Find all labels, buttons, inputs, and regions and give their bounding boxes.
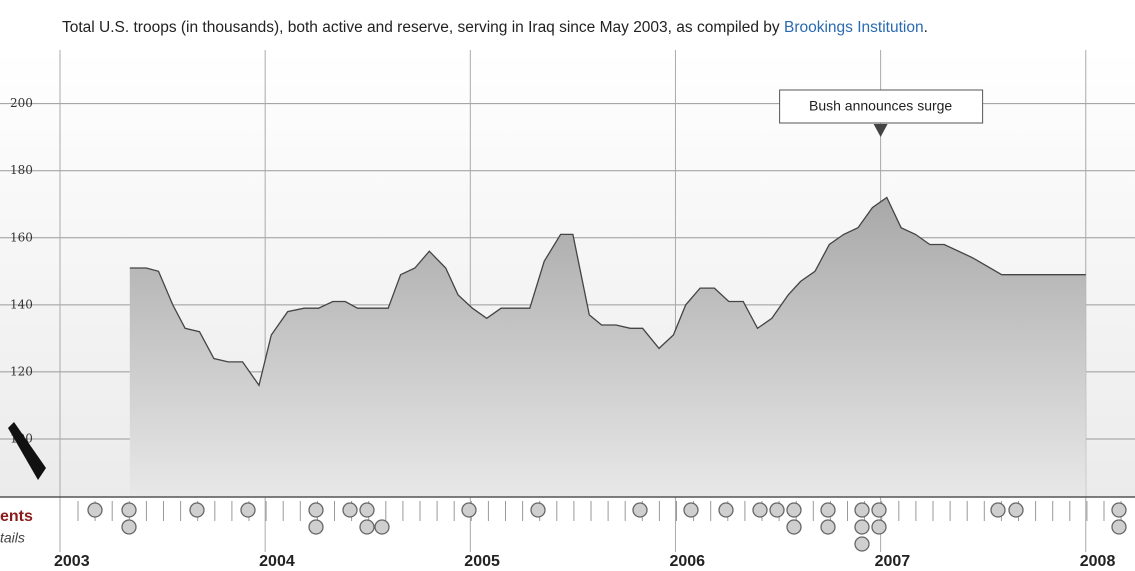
event-marker[interactable] xyxy=(854,536,870,552)
x-tick-label: 2007 xyxy=(875,553,911,570)
event-marker[interactable] xyxy=(786,519,802,535)
x-tick-label: 2004 xyxy=(259,553,295,570)
event-marker[interactable] xyxy=(461,502,477,518)
event-marker[interactable] xyxy=(769,502,785,518)
event-marker[interactable] xyxy=(632,502,648,518)
x-tick-label: 2003 xyxy=(54,553,90,570)
x-tick-label: 2005 xyxy=(464,553,500,570)
event-marker[interactable] xyxy=(1111,519,1127,535)
event-marker[interactable] xyxy=(308,519,324,535)
event-marker[interactable] xyxy=(240,502,256,518)
y-tick-label: 160 xyxy=(10,230,33,244)
event-marker[interactable] xyxy=(1111,502,1127,518)
event-marker[interactable] xyxy=(820,519,836,535)
event-marker[interactable] xyxy=(752,502,768,518)
events-strip xyxy=(77,501,1127,552)
event-marker[interactable] xyxy=(87,502,103,518)
annotation-pointer xyxy=(873,124,888,137)
event-marker[interactable] xyxy=(121,519,137,535)
y-tick-label: 120 xyxy=(10,364,33,378)
event-marker[interactable] xyxy=(359,519,375,535)
event-marker[interactable] xyxy=(854,519,870,535)
annotation-text: Bush announces surge xyxy=(809,98,952,114)
event-marker[interactable] xyxy=(990,502,1006,518)
chart-title: Total U.S. troops (in thousands), both a… xyxy=(62,19,928,36)
annotation-box xyxy=(779,89,984,124)
event-marker[interactable] xyxy=(308,502,324,518)
y-tick-label: 140 xyxy=(10,297,33,311)
event-marker[interactable] xyxy=(1008,502,1024,518)
event-marker[interactable] xyxy=(871,519,887,535)
x-tick-label: 2008 xyxy=(1080,553,1116,570)
event-marker[interactable] xyxy=(786,502,802,518)
details-label[interactable]: tails xyxy=(0,530,25,546)
y-tick-label: 200 xyxy=(10,96,33,110)
title-text: Total U.S. troops (in thousands), both a… xyxy=(62,19,784,36)
event-marker[interactable] xyxy=(871,502,887,518)
y-tick-label: 180 xyxy=(10,163,33,177)
event-marker[interactable] xyxy=(342,502,358,518)
event-marker[interactable] xyxy=(718,502,734,518)
x-tick-label: 2006 xyxy=(669,553,705,570)
event-marker[interactable] xyxy=(530,502,546,518)
pen-icon xyxy=(8,422,46,480)
event-marker[interactable] xyxy=(820,502,836,518)
area-layer xyxy=(129,196,1086,497)
title-link[interactable]: Brookings Institution xyxy=(784,19,924,36)
title-end: . xyxy=(924,19,928,36)
line xyxy=(129,196,1086,387)
event-marker[interactable] xyxy=(359,502,375,518)
event-marker[interactable] xyxy=(121,502,137,518)
event-marker[interactable] xyxy=(189,502,205,518)
annotation-layer: Bush announces surge xyxy=(779,89,984,137)
event-marker[interactable] xyxy=(854,502,870,518)
event-marker[interactable] xyxy=(683,502,699,518)
events-label[interactable]: ents xyxy=(0,508,33,525)
area-fill xyxy=(129,197,1086,497)
event-marker[interactable] xyxy=(374,519,390,535)
